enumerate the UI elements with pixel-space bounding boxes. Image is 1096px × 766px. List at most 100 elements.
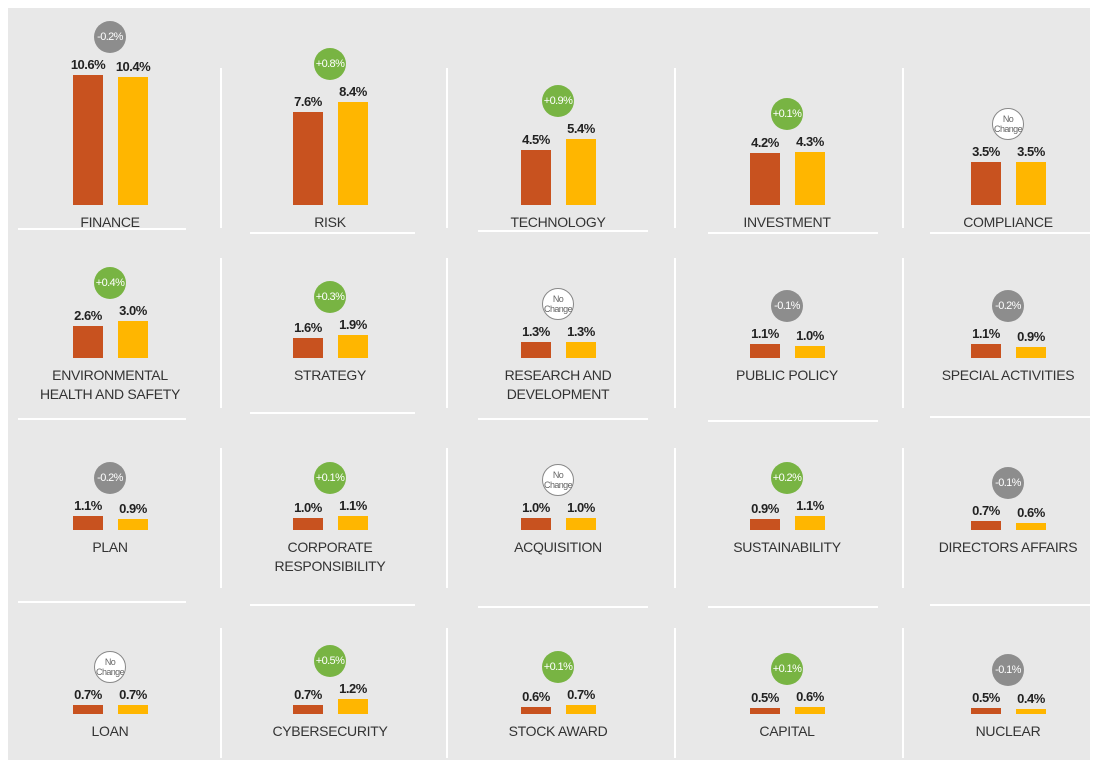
bar [750,153,780,205]
separator [250,604,415,606]
separator [446,258,448,408]
panel-title: INVESTMENT [743,214,831,230]
separator [708,232,878,234]
change-badge: -0.1% [771,290,803,323]
panel-title: RESEARCH AND DEVELOPMENT [504,367,612,402]
value-label: 0.5% [972,689,1000,705]
bar [338,516,368,530]
bar [293,338,323,358]
panel-title: PLAN [92,539,128,555]
panel-title: TECHNOLOGY [510,214,606,230]
change-badge: -0.2% [94,462,126,495]
change-badge: +0.1% [771,652,803,685]
value-label: 4.3% [796,134,824,150]
bar [293,111,323,205]
separator [250,412,415,414]
change-badge: +0.9% [542,84,574,117]
bar [118,77,148,205]
change-badge: No Change [992,107,1024,140]
change-badge: +0.8% [314,47,346,80]
bar [73,516,103,530]
bar [1016,346,1046,358]
bar [750,518,780,530]
bar [293,705,323,714]
panel-title: CORPORATE RESPONSIBILITY [274,539,386,574]
bar [795,706,825,714]
separator [18,601,186,603]
bar [750,707,780,714]
bar [521,517,551,530]
value-label: 1.1% [796,498,824,514]
change-badge: +0.1% [542,651,574,684]
change-badge: No Change [94,651,126,684]
panel-title: NUCLEAR [975,723,1041,739]
bar [73,705,103,714]
separator [220,68,222,228]
value-label: 0.6% [522,688,550,704]
change-badge: +0.2% [771,462,803,495]
separator [930,232,1090,234]
change-badge: +0.5% [314,645,346,678]
bar [566,517,596,530]
panel-title: COMPLIANCE [963,214,1053,230]
panel-title: STOCK AWARD [508,723,608,739]
separator [220,258,222,408]
value-label: 0.9% [1017,328,1045,344]
value-label: 1.0% [294,499,322,515]
separator [478,230,648,232]
value-label: 1.1% [972,326,1000,342]
panel-title: SUSTAINABILITY [733,539,841,555]
separator [674,628,676,758]
bar [795,345,825,358]
value-label: 5.4% [567,120,595,136]
separator [674,448,676,588]
value-label: 0.7% [119,687,147,703]
bar [795,516,825,530]
bar [118,518,148,530]
bar [971,707,1001,714]
value-label: 0.4% [1017,691,1045,707]
value-label: 10.4% [115,59,151,75]
value-label: 0.6% [1017,504,1045,520]
board: 10.6% 10.4% -0.2% FINANCE 7.6% 8.4% +0.8% RISK 4… [8,8,1090,760]
value-label: 1.3% [522,324,550,339]
value-label: 0.6% [796,688,824,704]
bar [566,342,596,358]
separator [902,448,904,588]
separator [220,448,222,588]
panel-title: CYBERSECURITY [272,723,388,739]
value-label: 0.7% [972,503,1000,519]
panel-title: CAPITAL [759,723,815,739]
bar [338,334,368,358]
separator [18,418,186,420]
separator [930,604,1090,606]
separator [18,228,186,230]
value-label: 1.0% [522,499,550,515]
separator [902,628,904,758]
value-label: 0.7% [567,687,595,703]
panel-title: DIRECTORS AFFAIRS [938,539,1078,555]
separator [478,418,648,420]
value-label: 0.7% [74,687,102,703]
value-label: 7.6% [294,93,322,109]
panel-title: RISK [314,214,346,230]
bar [971,161,1001,205]
bar [521,149,551,205]
panel-title: STRATEGY [293,367,367,383]
bar [1016,161,1046,205]
bar [73,74,103,205]
value-label: 4.5% [522,131,550,147]
value-label: 1.6% [294,320,322,336]
separator [446,448,448,588]
change-badge: +0.1% [771,98,803,131]
bar [971,344,1001,358]
change-badge: -0.1% [992,467,1024,500]
change-badge: +0.3% [314,280,346,313]
value-label: 1.1% [751,326,779,342]
panel-title: ENVIRONMENTAL HEALTH AND SAFETY [39,367,181,402]
separator [674,258,676,408]
value-label: 3.5% [1017,143,1045,159]
value-label: 1.1% [339,498,367,514]
value-label: 8.4% [339,83,367,99]
change-badge: +0.4% [94,267,126,300]
